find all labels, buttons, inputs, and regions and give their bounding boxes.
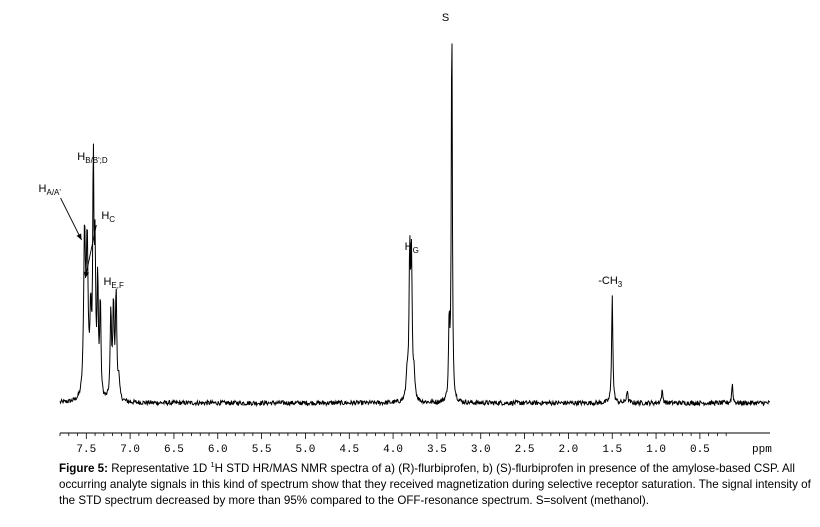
peak-label: HG	[405, 241, 419, 255]
caption-text-1: Representative 1D	[107, 462, 211, 475]
x-tick-label: 6.0	[208, 444, 228, 456]
x-tick-label: 6.5	[164, 444, 184, 456]
x-tick-label: 5.0	[296, 444, 316, 456]
spectrum-trace	[59, 43, 771, 408]
figure-caption: Figure 5: Representative 1D 1H STD HR/MA…	[59, 461, 811, 509]
peak-arrow-line	[84, 224, 97, 279]
nmr-spectrum-chart: 7.5 7.0 6.5 6.0 5.5 5.0 4.5 4.0 3.5 3.0 2.5 2.0 1.5 1…	[39, 12, 773, 456]
x-tick-label: 5.5	[252, 444, 272, 456]
peak-arrow-line	[60, 197, 82, 241]
peak-arrowhead	[83, 271, 90, 278]
x-tick-label: 2.0	[558, 444, 578, 456]
x-axis: 7.5 7.0 6.5 6.0 5.5 5.0 4.5 4.0 3.5 3.0 2.5 2.0 1.5 1…	[59, 432, 772, 456]
x-tick-label: 7.0	[120, 444, 140, 456]
x-tick-label: 7.5	[76, 444, 96, 456]
peak-label: HB/B';D	[77, 151, 108, 165]
peak-arrowhead	[76, 233, 82, 240]
x-tick-label: 2.5	[515, 444, 535, 456]
x-tick-label: 3.5	[427, 444, 447, 456]
peak-label: S	[442, 12, 449, 24]
x-tick-label: 1.0	[646, 444, 666, 456]
spectrum-trace-group	[59, 43, 771, 408]
peak-label: -CH3	[598, 275, 623, 289]
caption-label: Figure 5:	[59, 462, 108, 475]
x-axis-unit: ppm	[752, 444, 772, 456]
x-tick-label: 3.0	[471, 444, 491, 456]
x-tick-label: 1.5	[602, 444, 622, 456]
caption-text-2: H STD HR/MAS NMR spectra of a) (R)-flurb…	[59, 462, 811, 507]
peak-label: HE,F	[103, 276, 124, 290]
peak-label: HC	[101, 210, 115, 224]
caption-superscript: 1	[210, 460, 215, 470]
peak-label: HA/A'	[39, 183, 62, 197]
x-tick-label: 4.0	[383, 444, 403, 456]
x-tick-label: 0.5	[690, 444, 710, 456]
x-tick-label: 4.5	[339, 444, 359, 456]
peak-labels: HA/A' HB/B';D HC HE,F HG S -CH3	[39, 12, 623, 290]
